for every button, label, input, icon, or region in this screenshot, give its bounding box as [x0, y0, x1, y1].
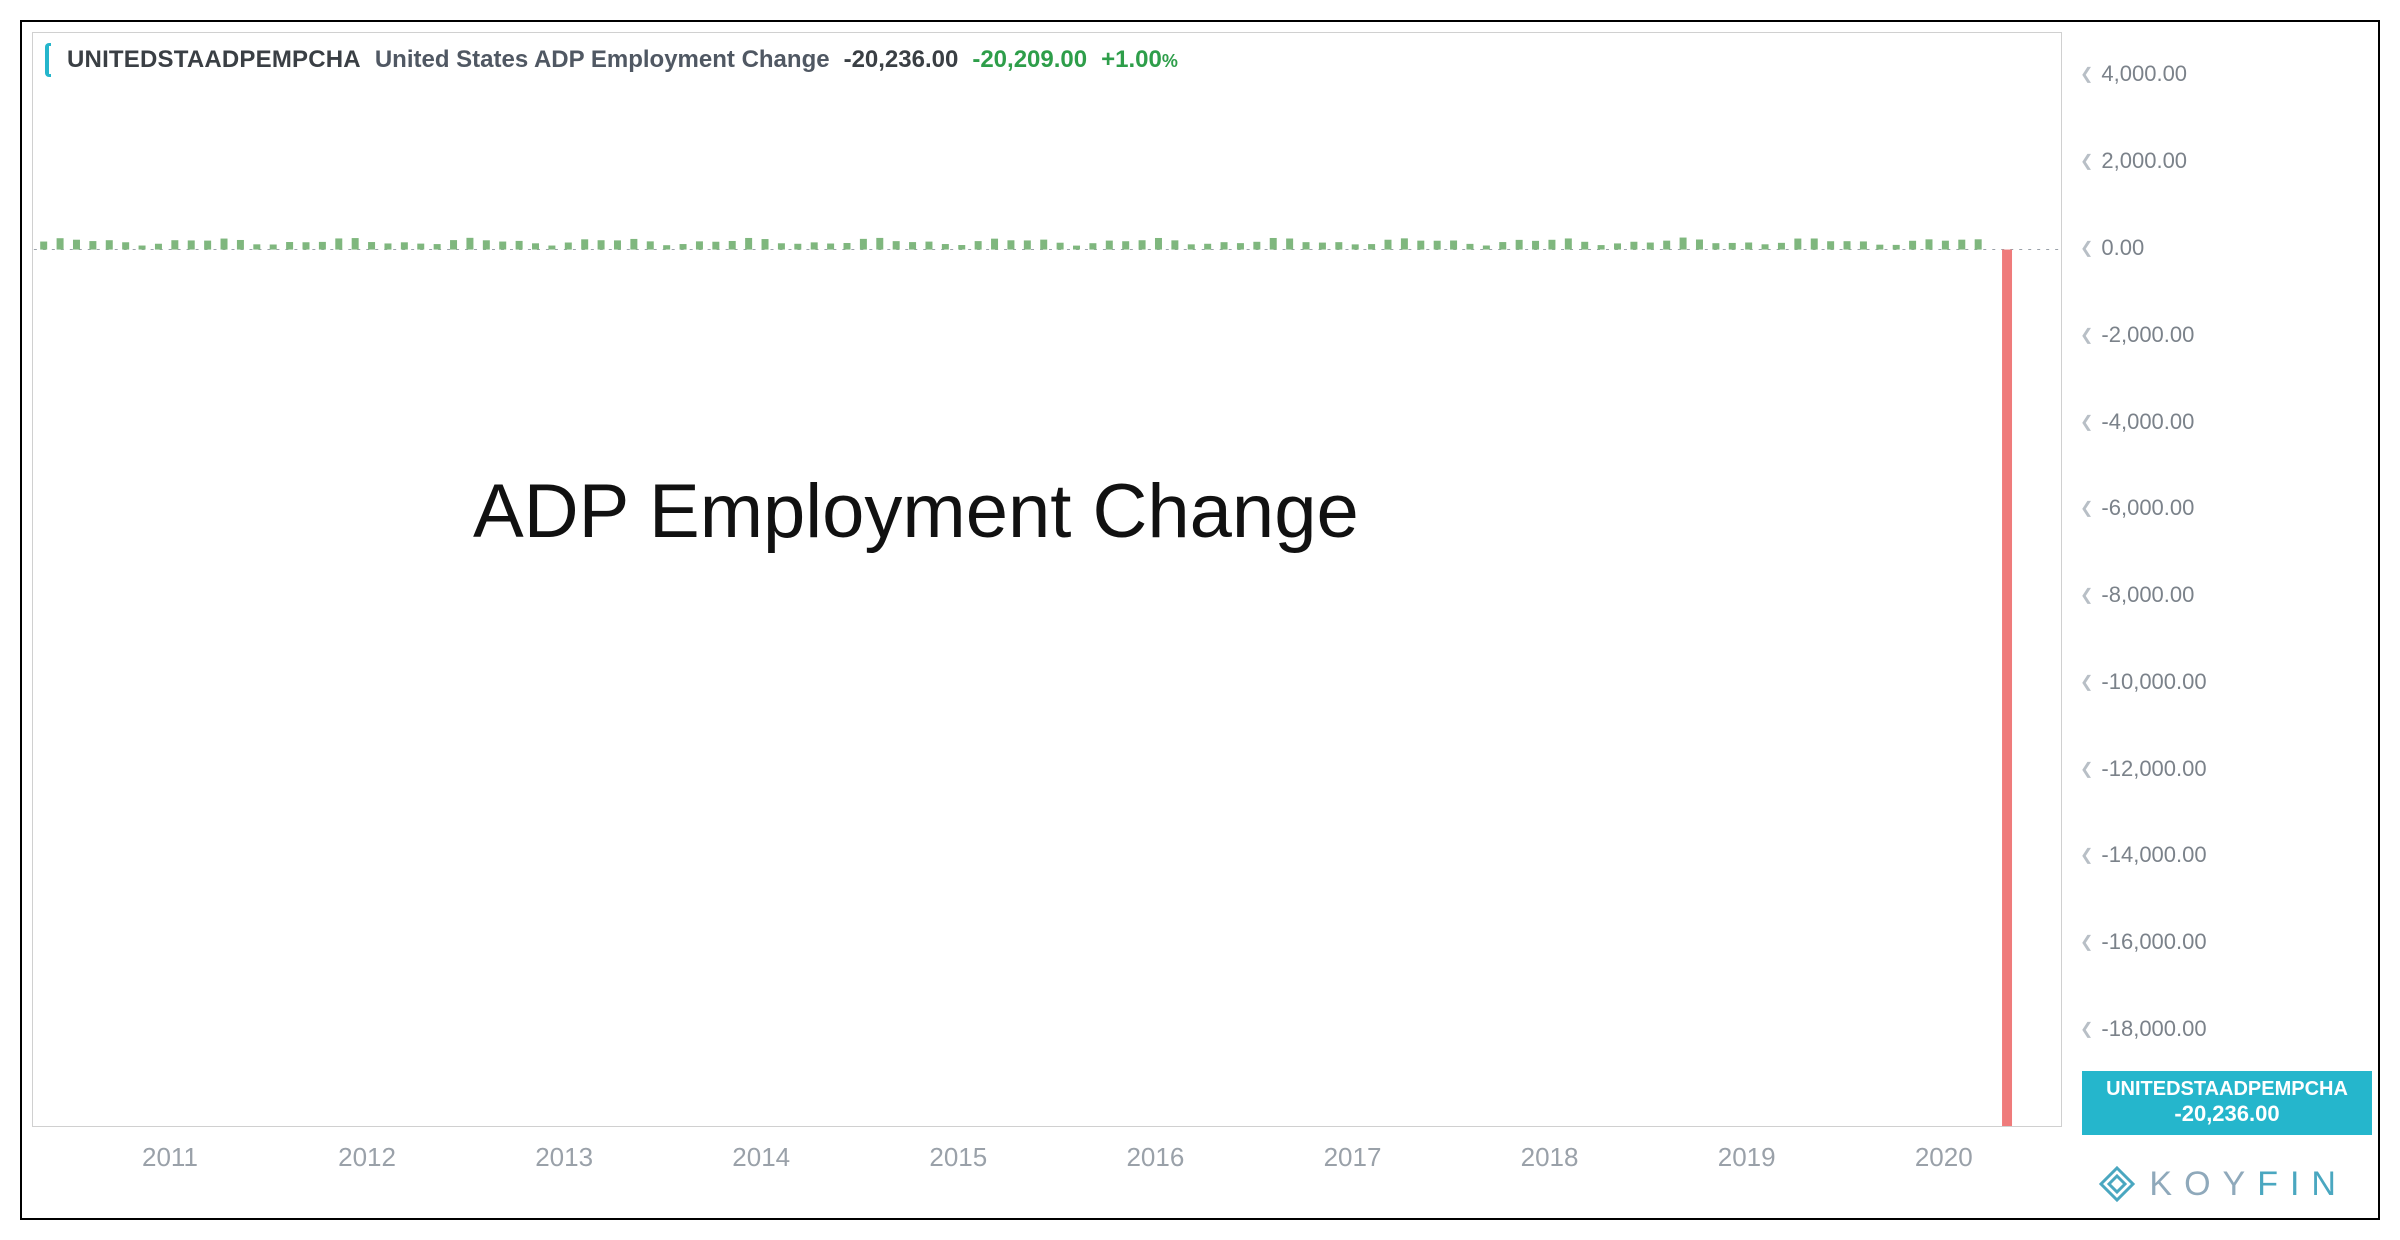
y-axis-tick: ❮ -18,000.00 [2080, 1016, 2207, 1042]
tick-caret-icon: ❮ [2080, 672, 2093, 692]
brand-logo-icon [2097, 1164, 2137, 1204]
y-axis-tick-label: 2,000.00 [2101, 148, 2187, 174]
y-axis-tick-label: -18,000.00 [2101, 1016, 2206, 1042]
y-axis-tick-label: -2,000.00 [2101, 322, 2194, 348]
x-axis-tick: 2020 [1915, 1142, 1973, 1173]
chart-plot-area[interactable]: UNITEDSTAADPEMPCHA United States ADP Emp… [32, 32, 2062, 1127]
y-axis-tick-label: -14,000.00 [2101, 842, 2206, 868]
y-axis-tick-label: -6,000.00 [2101, 495, 2194, 521]
x-axis-tick: 2016 [1126, 1142, 1184, 1173]
chart-svg [33, 33, 2061, 1126]
y-axis-tick: ❮ -4,000.00 [2080, 409, 2194, 435]
y-axis-tick: ❮ -2,000.00 [2080, 322, 2194, 348]
overlay-title: ADP Employment Change [473, 468, 1359, 555]
y-axis-tick: ❮ 4,000.00 [2080, 61, 2187, 87]
x-axis-tick: 2011 [142, 1142, 198, 1173]
y-axis-tick: ❮ -12,000.00 [2080, 756, 2207, 782]
flag-value: -20,236.00 [2090, 1101, 2364, 1127]
x-axis-tick: 2013 [535, 1142, 593, 1173]
tick-caret-icon: ❮ [2080, 238, 2093, 258]
y-axis-tick: ❮ -6,000.00 [2080, 495, 2194, 521]
y-axis-tick: ❮ 2,000.00 [2080, 148, 2187, 174]
tick-caret-icon: ❮ [2080, 585, 2093, 605]
y-axis-tick: ❮ 0.00 [2080, 235, 2144, 261]
tick-caret-icon: ❮ [2080, 151, 2093, 171]
x-axis-tick: 2012 [338, 1142, 396, 1173]
y-axis-tick-label: -16,000.00 [2101, 929, 2206, 955]
y-axis-tick-label: 0.00 [2101, 235, 2144, 261]
x-axis-tick: 2014 [732, 1142, 790, 1173]
current-value-flag: UNITEDSTAADPEMPCHA-20,236.00 [2082, 1071, 2372, 1135]
x-axis-tick: 2018 [1521, 1142, 1579, 1173]
chart-frame: UNITEDSTAADPEMPCHA United States ADP Emp… [20, 20, 2380, 1220]
tick-caret-icon: ❮ [2080, 845, 2093, 865]
y-axis-tick: ❮ -16,000.00 [2080, 929, 2207, 955]
y-axis-tick-label: -8,000.00 [2101, 582, 2194, 608]
y-axis-tick: ❮ -8,000.00 [2080, 582, 2194, 608]
y-axis-tick-label: -10,000.00 [2101, 669, 2206, 695]
flag-ticker: UNITEDSTAADPEMPCHA [2106, 1078, 2348, 1100]
x-axis-tick: 2019 [1718, 1142, 1776, 1173]
brand-text: KOYFIN [2149, 1165, 2348, 1204]
y-axis: ❮ 4,000.00 ❮ 2,000.00 ❮ 0.00 ❮ -2,000.00 ❮ -4,000… [2072, 32, 2372, 1127]
tick-caret-icon: ❮ [2080, 932, 2093, 952]
tick-caret-icon: ❮ [2080, 64, 2093, 84]
y-axis-tick-label: -4,000.00 [2101, 409, 2194, 435]
x-axis: 2011 2012 2013 2014 2015 2016 2017 2018 2019 2020 [32, 1142, 2062, 1192]
tick-caret-icon: ❮ [2080, 1019, 2093, 1039]
tick-caret-icon: ❮ [2080, 325, 2093, 345]
y-axis-tick: ❮ -14,000.00 [2080, 842, 2207, 868]
y-axis-tick: ❮ -10,000.00 [2080, 669, 2207, 695]
x-axis-tick: 2015 [929, 1142, 987, 1173]
tick-caret-icon: ❮ [2080, 412, 2093, 432]
tick-caret-icon: ❮ [2080, 759, 2093, 779]
brand-watermark: KOYFIN [2097, 1164, 2348, 1204]
x-axis-tick: 2017 [1324, 1142, 1382, 1173]
y-axis-tick-label: 4,000.00 [2101, 61, 2187, 87]
y-axis-tick-label: -12,000.00 [2101, 756, 2206, 782]
tick-caret-icon: ❮ [2080, 498, 2093, 518]
